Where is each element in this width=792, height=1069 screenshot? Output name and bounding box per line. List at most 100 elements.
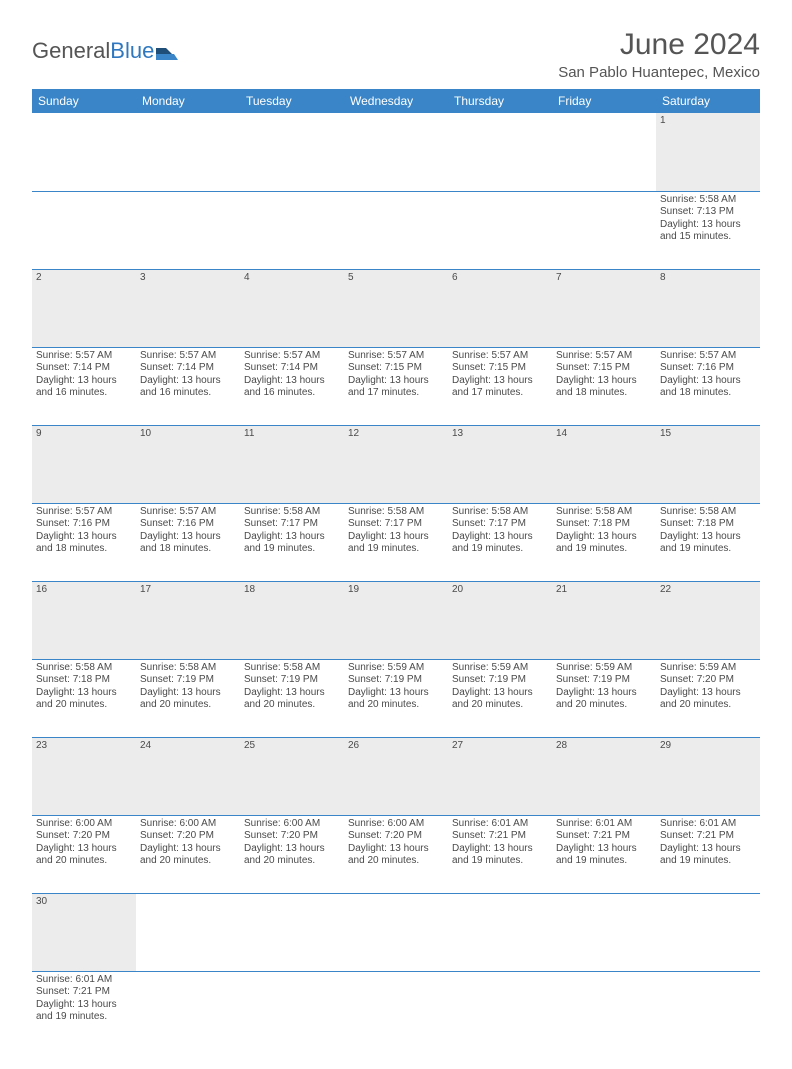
day-cell-line: Daylight: 13 hours and 20 minutes. [556,687,652,712]
day-number: 19 [344,581,448,659]
day-cell-line: Sunset: 7:17 PM [244,518,340,531]
day-cell: Sunrise: 6:01 AMSunset: 7:21 PMDaylight:… [552,815,656,893]
day-cell: Sunrise: 5:58 AMSunset: 7:18 PMDaylight:… [656,503,760,581]
calendar-page: GeneralBlue June 2024 San Pablo Huantepe… [0,0,792,1069]
day-cell-line: Sunset: 7:19 PM [556,674,652,687]
day-cell-line: Sunrise: 5:58 AM [660,506,756,519]
day-cell: Sunrise: 6:00 AMSunset: 7:20 PMDaylight:… [136,815,240,893]
day-number [240,893,344,971]
day-cell-line: Sunrise: 6:01 AM [452,818,548,831]
day-cell: Sunrise: 6:00 AMSunset: 7:20 PMDaylight:… [344,815,448,893]
day-cell-line: Daylight: 13 hours and 20 minutes. [244,843,340,868]
day-cell [552,971,656,1049]
weekday-header: Wednesday [344,89,448,113]
weekday-header: Thursday [448,89,552,113]
day-cell-line: Daylight: 13 hours and 19 minutes. [452,843,548,868]
day-cell: Sunrise: 5:58 AMSunset: 7:17 PMDaylight:… [240,503,344,581]
content-row: Sunrise: 5:58 AMSunset: 7:18 PMDaylight:… [32,659,760,737]
day-cell-line: Sunset: 7:15 PM [452,362,548,375]
day-number: 16 [32,581,136,659]
day-cell-line: Sunrise: 6:00 AM [244,818,340,831]
day-cell-line: Daylight: 13 hours and 19 minutes. [244,531,340,556]
day-cell-line: Daylight: 13 hours and 18 minutes. [140,531,236,556]
day-cell: Sunrise: 5:59 AMSunset: 7:19 PMDaylight:… [344,659,448,737]
day-number [656,893,760,971]
title-block: June 2024 San Pablo Huantepec, Mexico [558,28,760,81]
day-cell-line: Daylight: 13 hours and 20 minutes. [140,843,236,868]
day-cell: Sunrise: 5:58 AMSunset: 7:17 PMDaylight:… [448,503,552,581]
day-number: 10 [136,425,240,503]
day-number: 11 [240,425,344,503]
day-cell-line: Daylight: 13 hours and 19 minutes. [556,843,652,868]
day-cell [344,971,448,1049]
day-cell-line: Sunset: 7:15 PM [556,362,652,375]
day-cell: Sunrise: 5:59 AMSunset: 7:20 PMDaylight:… [656,659,760,737]
day-cell-line: Daylight: 13 hours and 19 minutes. [452,531,548,556]
day-number: 24 [136,737,240,815]
day-cell: Sunrise: 6:01 AMSunset: 7:21 PMDaylight:… [448,815,552,893]
day-number: 28 [552,737,656,815]
day-number: 21 [552,581,656,659]
day-cell-line: Sunrise: 5:58 AM [348,506,444,519]
day-cell: Sunrise: 5:59 AMSunset: 7:19 PMDaylight:… [448,659,552,737]
day-cell: Sunrise: 5:57 AMSunset: 7:15 PMDaylight:… [448,347,552,425]
daynum-row: 1 [32,113,760,191]
day-cell-line: Daylight: 13 hours and 20 minutes. [348,843,444,868]
logo: GeneralBlue [32,28,178,64]
day-cell-line: Sunset: 7:15 PM [348,362,444,375]
day-cell-line: Sunrise: 5:58 AM [244,506,340,519]
day-cell-line: Sunset: 7:14 PM [36,362,132,375]
day-cell-line: Daylight: 13 hours and 19 minutes. [556,531,652,556]
day-cell [448,191,552,269]
day-cell-line: Sunset: 7:19 PM [452,674,548,687]
day-number: 29 [656,737,760,815]
day-cell-line: Sunrise: 5:57 AM [452,350,548,363]
day-cell-line: Daylight: 13 hours and 20 minutes. [660,687,756,712]
day-cell [136,191,240,269]
logo-text-1: General [32,38,110,64]
day-number [552,893,656,971]
day-cell-line: Sunrise: 5:57 AM [348,350,444,363]
day-cell-line: Sunrise: 6:00 AM [348,818,444,831]
day-cell: Sunrise: 6:01 AMSunset: 7:21 PMDaylight:… [656,815,760,893]
day-number: 30 [32,893,136,971]
day-cell-line: Sunset: 7:17 PM [348,518,444,531]
day-cell-line: Daylight: 13 hours and 16 minutes. [36,375,132,400]
day-cell-line: Daylight: 13 hours and 20 minutes. [244,687,340,712]
day-cell-line: Sunset: 7:16 PM [140,518,236,531]
day-cell-line: Sunset: 7:20 PM [36,830,132,843]
day-number: 2 [32,269,136,347]
day-cell-line: Sunset: 7:13 PM [660,206,756,219]
day-cell-line: Sunset: 7:19 PM [348,674,444,687]
day-cell: Sunrise: 6:01 AMSunset: 7:21 PMDaylight:… [32,971,136,1049]
day-number: 26 [344,737,448,815]
weekday-header: Saturday [656,89,760,113]
day-cell: Sunrise: 5:57 AMSunset: 7:16 PMDaylight:… [32,503,136,581]
day-cell-line: Sunset: 7:21 PM [452,830,548,843]
day-cell-line: Sunrise: 5:59 AM [452,662,548,675]
day-cell-line: Sunset: 7:18 PM [36,674,132,687]
day-cell-line: Sunrise: 5:58 AM [556,506,652,519]
day-number [240,113,344,191]
day-cell-line: Daylight: 13 hours and 19 minutes. [36,999,132,1024]
day-cell-line: Daylight: 13 hours and 19 minutes. [660,531,756,556]
day-cell: Sunrise: 5:59 AMSunset: 7:19 PMDaylight:… [552,659,656,737]
calendar-table: SundayMondayTuesdayWednesdayThursdayFrid… [32,89,760,1049]
day-cell-line: Sunset: 7:14 PM [244,362,340,375]
day-cell: Sunrise: 5:57 AMSunset: 7:14 PMDaylight:… [240,347,344,425]
day-cell-line: Sunset: 7:21 PM [556,830,652,843]
calendar-head: SundayMondayTuesdayWednesdayThursdayFrid… [32,89,760,113]
day-cell: Sunrise: 5:57 AMSunset: 7:16 PMDaylight:… [656,347,760,425]
day-number [344,113,448,191]
day-number: 8 [656,269,760,347]
day-number [448,113,552,191]
day-number: 9 [32,425,136,503]
day-cell-line: Daylight: 13 hours and 18 minutes. [36,531,132,556]
day-cell-line: Sunrise: 5:57 AM [36,350,132,363]
daynum-row: 9101112131415 [32,425,760,503]
day-cell [344,191,448,269]
day-cell-line: Sunset: 7:16 PM [660,362,756,375]
day-cell-line: Daylight: 13 hours and 17 minutes. [452,375,548,400]
content-row: Sunrise: 5:57 AMSunset: 7:16 PMDaylight:… [32,503,760,581]
weekday-header: Sunday [32,89,136,113]
